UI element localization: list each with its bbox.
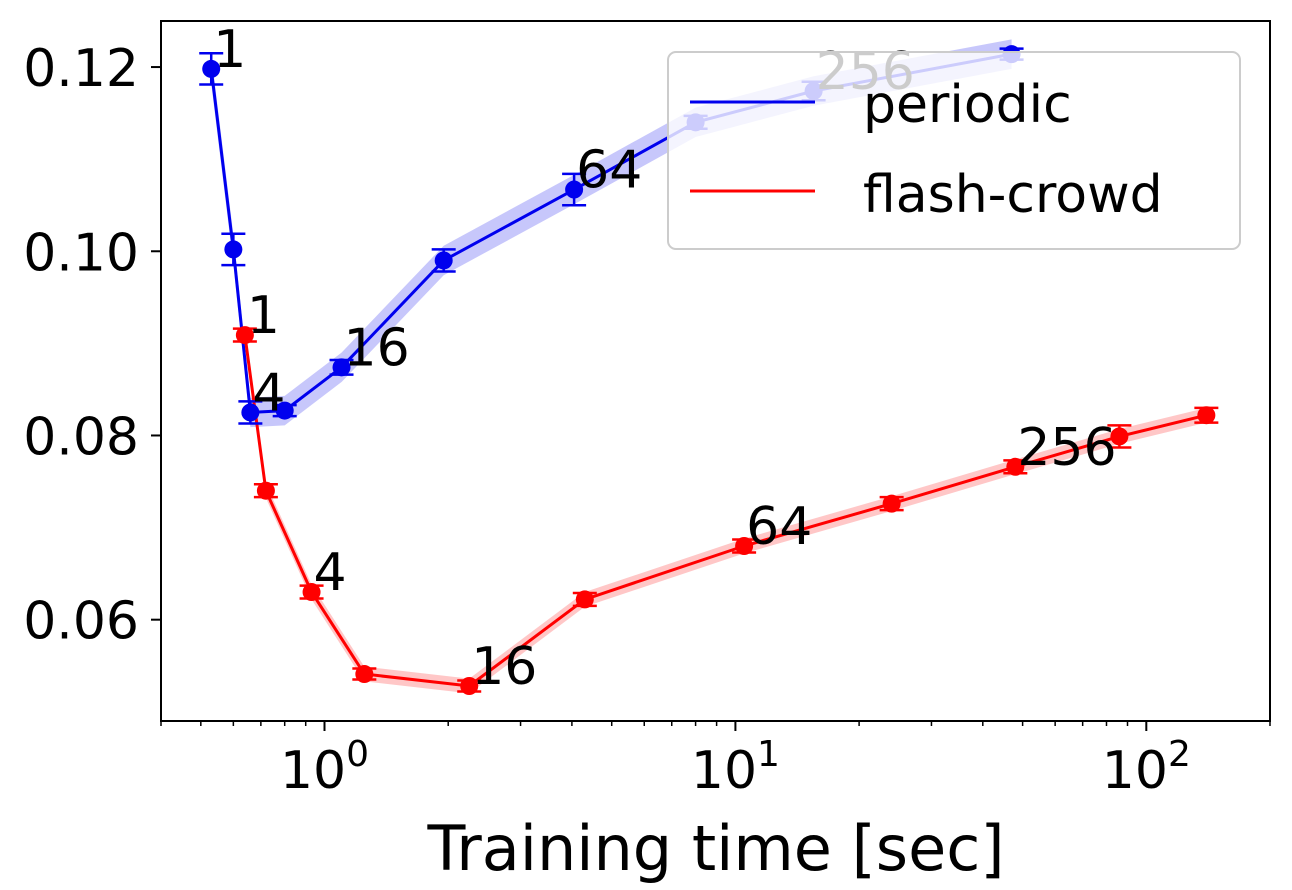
- legend: periodic flash-crowd: [667, 51, 1241, 250]
- point-label: 256: [1017, 418, 1116, 478]
- data-point: [882, 494, 901, 513]
- data-point: [1197, 406, 1216, 425]
- point-label: 4: [252, 363, 285, 423]
- data-point: [355, 665, 374, 684]
- point-label: 4: [314, 543, 347, 603]
- legend-label-periodic: periodic: [863, 75, 1072, 135]
- x-axis-label: Training time [sec]: [426, 812, 1004, 885]
- y-tick-label: 0.08: [23, 407, 139, 467]
- data-point: [1110, 427, 1129, 446]
- point-label: 16: [344, 318, 410, 378]
- point-label: 64: [746, 497, 812, 557]
- point-label: 16: [471, 637, 537, 697]
- y-tick-label: 0.06: [23, 592, 139, 652]
- x-tick-label-base: 10: [280, 741, 346, 801]
- x-tick-label-exponent: 1: [757, 734, 780, 775]
- data-point: [1006, 457, 1025, 476]
- data-point: [460, 677, 479, 695]
- x-tick-label: 101: [691, 734, 780, 801]
- x-tick-label: 102: [1102, 734, 1191, 801]
- x-tick-label-exponent: 2: [1168, 734, 1191, 775]
- x-tick-label-exponent: 0: [346, 734, 369, 775]
- data-point: [241, 403, 260, 422]
- data-point: [224, 240, 243, 259]
- data-point: [235, 326, 254, 345]
- legend-label-flash-crowd: flash-crowd: [863, 165, 1163, 225]
- data-point: [434, 251, 453, 270]
- data-point: [575, 590, 594, 609]
- y-tick-label: 0.10: [23, 223, 139, 283]
- data-point: [275, 401, 294, 420]
- data-point: [565, 180, 584, 199]
- data-point: [332, 358, 351, 377]
- y-tick-label: 0.12: [23, 39, 139, 99]
- data-point: [202, 59, 221, 78]
- point-label: 64: [576, 141, 642, 201]
- data-point: [302, 583, 321, 602]
- x-tick-label-base: 10: [691, 741, 757, 801]
- plot-frame: [160, 20, 1271, 722]
- data-point: [256, 481, 275, 500]
- point-label: 1: [213, 20, 246, 80]
- x-tick-label-base: 10: [1102, 741, 1168, 801]
- point-label: 1: [247, 286, 280, 346]
- data-point: [735, 537, 754, 555]
- x-tick-label: 100: [280, 734, 369, 801]
